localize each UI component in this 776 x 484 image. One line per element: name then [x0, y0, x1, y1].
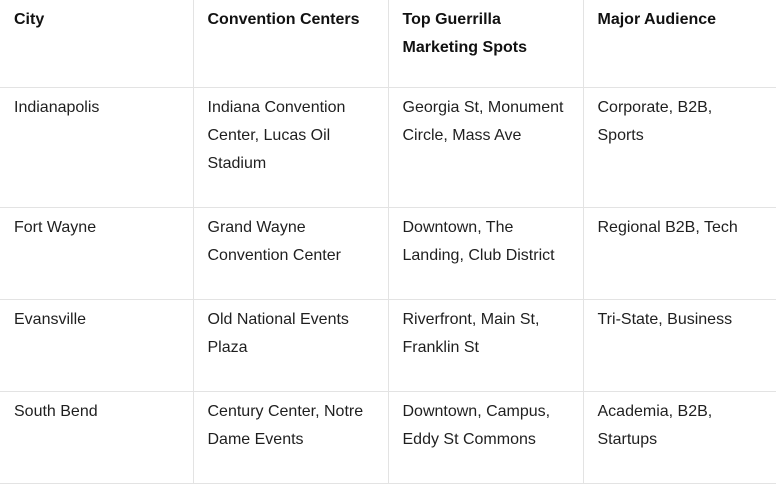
cell-guerrilla-spots: Georgia St, Monument Circle, Mass Ave [388, 87, 584, 208]
cell-city: Indianapolis [0, 87, 194, 208]
table-row: South Bend Century Center, Notre Dame Ev… [0, 391, 776, 484]
header-major-audience: Major Audience [583, 0, 776, 88]
table-row: Evansville Old National Events Plaza Riv… [0, 299, 776, 392]
header-convention-centers: Convention Centers [193, 0, 389, 88]
cell-major-audience: Tri-State, Business [583, 299, 776, 392]
cell-convention-centers: Century Center, Notre Dame Events [193, 391, 389, 484]
cell-city: South Bend [0, 391, 194, 484]
table-row: Indianapolis Indiana Convention Center, … [0, 87, 776, 208]
cell-convention-centers: Indiana Convention Center, Lucas Oil Sta… [193, 87, 389, 208]
cell-convention-centers: Grand Wayne Convention Center [193, 207, 389, 300]
cell-city: Evansville [0, 299, 194, 392]
cell-major-audience: Academia, B2B, Startups [583, 391, 776, 484]
header-guerrilla-spots: Top Guerrilla Marketing Spots [388, 0, 584, 88]
table-row: Fort Wayne Grand Wayne Convention Center… [0, 207, 776, 300]
cell-guerrilla-spots: Downtown, Campus, Eddy St Commons [388, 391, 584, 484]
cell-city: Fort Wayne [0, 207, 194, 300]
cell-major-audience: Corporate, B2B, Sports [583, 87, 776, 208]
header-city: City [0, 0, 194, 88]
cell-guerrilla-spots: Riverfront, Main St, Franklin St [388, 299, 584, 392]
cell-convention-centers: Old National Events Plaza [193, 299, 389, 392]
table-header-row: City Convention Centers Top Guerrilla Ma… [0, 0, 776, 88]
cell-guerrilla-spots: Downtown, The Landing, Club District [388, 207, 584, 300]
cell-major-audience: Regional B2B, Tech [583, 207, 776, 300]
